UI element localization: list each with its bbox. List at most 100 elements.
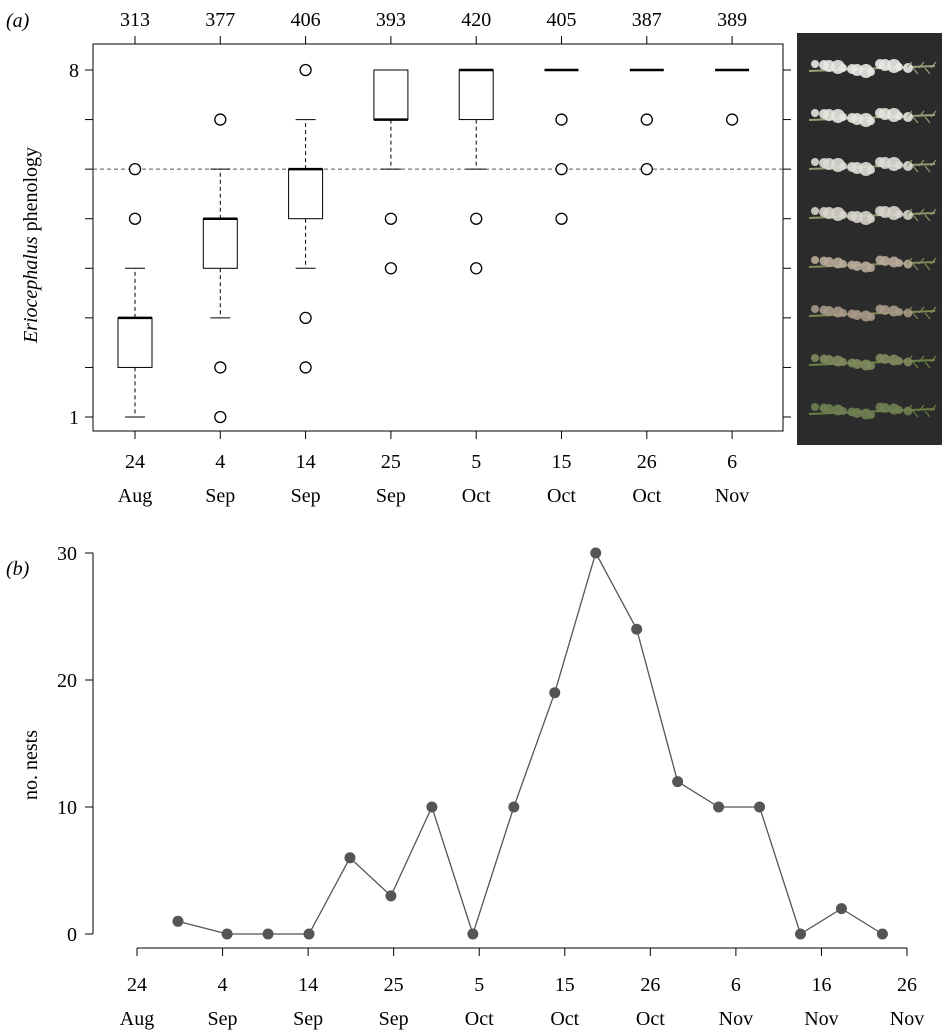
specimen-flower-cluster — [867, 215, 875, 223]
specimen-flower-cluster — [867, 264, 875, 272]
x-tick-label-day: 14 — [296, 451, 316, 473]
y-tick-label: 8 — [69, 60, 79, 82]
specimen-flower-cluster — [903, 112, 913, 122]
iqr-box — [117, 317, 153, 368]
specimen-twig — [906, 355, 913, 363]
specimen-flower-cluster — [839, 260, 847, 268]
x-tick-label-day: 26 — [637, 451, 657, 473]
box-group — [288, 63, 324, 374]
specimen-flower-cluster — [839, 358, 847, 366]
nests-data-point — [713, 801, 725, 813]
outlier-point — [640, 162, 653, 176]
specimen-twig — [906, 159, 913, 167]
panel-a-plot-frame — [92, 43, 784, 432]
outlier-point — [555, 162, 568, 176]
specimen-flower-cluster — [895, 161, 903, 169]
nests-data-point — [795, 928, 807, 940]
box-group — [544, 68, 579, 225]
box-group — [715, 68, 750, 126]
specimen-flower-cluster — [903, 308, 913, 318]
x-tick-label-month: Sep — [291, 485, 321, 507]
box-group — [117, 162, 153, 418]
x-tick-label-day: 24 — [127, 974, 147, 996]
specimen-twig — [930, 61, 937, 69]
specimen-flower-cluster — [811, 305, 819, 313]
x-tick-label-month: Sep — [376, 485, 406, 507]
x-tick-label-month: Oct — [632, 485, 661, 507]
x-tick-label-month: Nov — [804, 1008, 838, 1030]
panel-a-boxes — [117, 63, 750, 424]
specimen-twig — [912, 361, 919, 369]
y-tick-label: 10 — [57, 797, 77, 819]
x-tick-label-day: 26 — [640, 974, 660, 996]
x-tick-label-month: Oct — [636, 1008, 665, 1030]
outlier-point — [725, 113, 739, 126]
iqr-box — [202, 218, 238, 269]
specimen-flower-cluster — [824, 306, 834, 316]
x-tick-label-day: 4 — [218, 974, 228, 996]
phenology-stage-specimen — [808, 157, 937, 176]
specimen-flower-cluster — [824, 355, 834, 365]
specimen-flower-cluster — [867, 313, 875, 321]
specimen-twig — [912, 312, 919, 320]
specimen-twig — [912, 214, 919, 222]
panel-a-y-axis: 18 — [69, 60, 791, 429]
specimen-flower-cluster — [839, 64, 847, 72]
specimen-twig — [924, 263, 931, 271]
box-group — [373, 69, 409, 275]
specimen-flower-cluster — [811, 403, 819, 411]
specimen-flower-cluster — [903, 161, 913, 171]
panel-b-label: (b) — [6, 558, 30, 580]
box-group — [458, 68, 494, 275]
specimen-flower-cluster — [811, 60, 819, 68]
specimen-flower-cluster — [903, 210, 913, 220]
panel-b-line-chart: (b) 0 10 20 30 24 Aug 4 Sep 14 Sep 25 Sep 5 Oct 15 Oct… — [6, 543, 924, 1030]
panel-b-x-axis: 24 Aug 4 Sep 14 Sep 25 Sep 5 Oct 15 Oct 26 Oct 6 Nov 16 N… — [120, 947, 924, 1030]
sample-count-label: 313 — [120, 9, 150, 31]
nests-data-point — [508, 801, 520, 813]
x-tick-label-day: 24 — [125, 451, 145, 473]
specimen-flower-cluster — [895, 406, 903, 414]
specimen-flower-cluster — [903, 259, 913, 269]
specimen-twig — [906, 61, 913, 69]
x-tick-label-month: Nov — [715, 485, 749, 507]
outlier-point — [470, 212, 483, 225]
x-tick-label-day: 26 — [897, 974, 917, 996]
outlier-point — [299, 361, 312, 374]
specimen-flower-cluster — [839, 211, 847, 219]
specimen-twig — [912, 116, 919, 124]
y-tick-label: 30 — [57, 543, 77, 565]
specimen-twig — [918, 404, 925, 412]
specimen-flower-cluster — [824, 257, 834, 267]
specimen-twig — [930, 404, 937, 412]
specimen-twig — [930, 159, 937, 167]
eriocephalus-phenology-stages-photo — [797, 33, 942, 445]
specimen-flower-cluster — [867, 117, 875, 125]
specimen-twig — [906, 208, 913, 216]
specimen-flower-cluster — [811, 109, 819, 117]
x-tick-label-day: 15 — [555, 974, 575, 996]
specimen-flower-cluster — [895, 259, 903, 267]
specimen-twig — [906, 306, 913, 314]
nests-data-point — [835, 903, 847, 915]
x-tick-label-day: 6 — [727, 451, 737, 473]
specimen-flower-cluster — [880, 305, 890, 315]
x-tick-label-day: 4 — [215, 451, 225, 473]
nests-line — [177, 551, 883, 937]
specimen-twig — [912, 410, 919, 418]
x-tick-label-day: 5 — [471, 451, 481, 473]
specimen-flower-cluster — [880, 354, 890, 364]
outlier-point — [555, 212, 568, 225]
x-tick-label-day: 6 — [731, 974, 741, 996]
sample-count-label: 406 — [291, 9, 321, 31]
nests-data-point — [426, 801, 438, 813]
nests-data-point — [754, 801, 766, 813]
specimen-twig — [906, 404, 913, 412]
specimen-flower-cluster — [811, 354, 819, 362]
panel-a-top-axis-counts: 313 377 406 393 420 405 387 389 — [120, 9, 747, 44]
specimen-flower-cluster — [880, 256, 890, 266]
specimen-flower-cluster — [867, 362, 875, 370]
box-group — [202, 113, 238, 424]
nests-data-point — [344, 852, 356, 864]
panel-a-boxplot: (a) 18 24Aug4Sep14Sep25Sep5Oct15Oct26Oct… — [6, 9, 791, 507]
